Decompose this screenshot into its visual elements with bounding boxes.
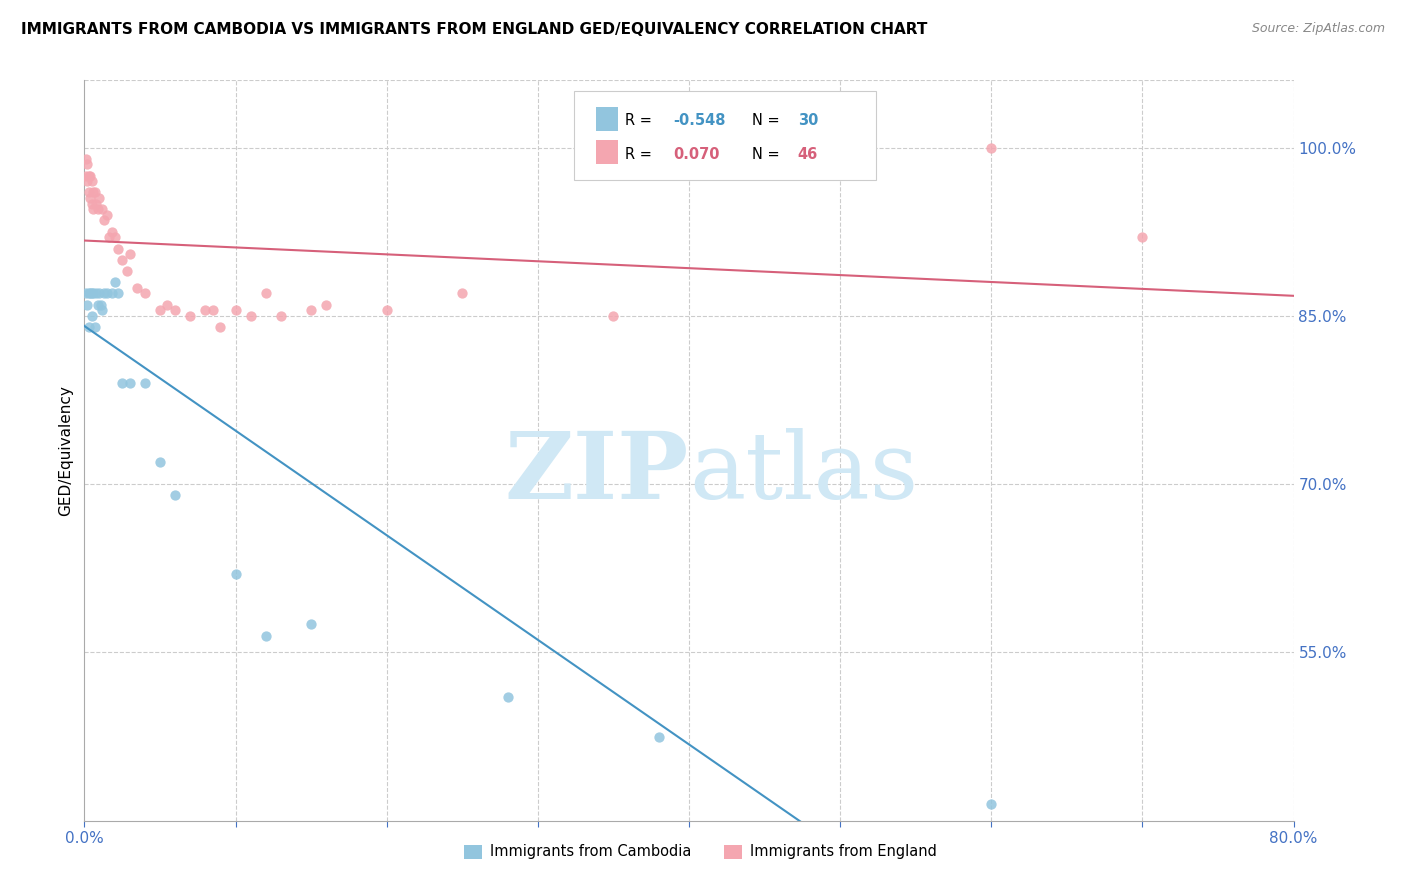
Point xyxy=(82,186,104,200)
Point xyxy=(77,186,100,200)
Point xyxy=(107,242,129,256)
Point xyxy=(79,191,101,205)
Point xyxy=(201,303,224,318)
Point xyxy=(980,140,1002,154)
Text: 46: 46 xyxy=(797,147,818,161)
Text: atlas: atlas xyxy=(689,427,918,517)
Point xyxy=(96,286,118,301)
Point xyxy=(77,286,100,301)
Point xyxy=(80,309,103,323)
Y-axis label: GED/Equivalency: GED/Equivalency xyxy=(58,385,73,516)
Point xyxy=(76,174,98,188)
Point xyxy=(315,298,337,312)
Point xyxy=(86,196,108,211)
Text: N =: N = xyxy=(752,113,785,128)
Point xyxy=(107,286,129,301)
Point xyxy=(75,286,97,301)
Point xyxy=(80,174,103,188)
Point xyxy=(93,286,115,301)
Point xyxy=(80,286,103,301)
Point xyxy=(75,152,97,166)
Point xyxy=(76,298,98,312)
Point xyxy=(104,230,127,244)
Text: 30: 30 xyxy=(797,113,818,128)
Point xyxy=(118,376,141,391)
Point xyxy=(77,320,100,334)
Point xyxy=(79,169,101,183)
Text: R =: R = xyxy=(624,147,657,161)
Point xyxy=(86,286,108,301)
Point xyxy=(299,617,322,632)
Text: Immigrants from Cambodia: Immigrants from Cambodia xyxy=(489,845,692,859)
Text: 0.070: 0.070 xyxy=(673,147,720,161)
Point xyxy=(299,303,322,318)
Point xyxy=(602,309,624,323)
Point xyxy=(89,286,111,301)
Point xyxy=(254,286,277,301)
Point xyxy=(239,309,262,323)
Point xyxy=(104,275,127,289)
Point xyxy=(84,186,107,200)
Point xyxy=(87,298,110,312)
Text: ZIP: ZIP xyxy=(505,427,689,517)
Point xyxy=(91,202,114,217)
Point xyxy=(82,202,104,217)
Point xyxy=(91,303,114,318)
Point xyxy=(179,309,201,323)
Text: Immigrants from England: Immigrants from England xyxy=(751,845,936,859)
Point xyxy=(96,208,118,222)
Point xyxy=(209,320,232,334)
Point xyxy=(100,286,122,301)
Point xyxy=(134,376,156,391)
Point xyxy=(90,298,112,312)
Text: IMMIGRANTS FROM CAMBODIA VS IMMIGRANTS FROM ENGLAND GED/EQUIVALENCY CORRELATION : IMMIGRANTS FROM CAMBODIA VS IMMIGRANTS F… xyxy=(21,22,928,37)
Point xyxy=(97,230,120,244)
Point xyxy=(648,730,671,744)
Text: R =: R = xyxy=(624,113,657,128)
Text: N =: N = xyxy=(752,147,785,161)
Point xyxy=(76,157,98,171)
Point xyxy=(93,213,115,227)
Point xyxy=(194,303,217,318)
Point xyxy=(149,455,172,469)
Point xyxy=(87,202,110,217)
Bar xyxy=(596,140,617,164)
Point xyxy=(100,225,122,239)
Point xyxy=(254,629,277,643)
Point xyxy=(375,303,398,318)
Point xyxy=(225,566,247,581)
Point xyxy=(149,303,172,318)
Point xyxy=(77,169,100,183)
Point xyxy=(165,303,187,318)
Point xyxy=(451,286,474,301)
Point xyxy=(82,286,104,301)
Bar xyxy=(596,107,617,130)
Point xyxy=(270,309,292,323)
Point xyxy=(118,247,141,261)
Point xyxy=(127,281,149,295)
Point xyxy=(115,264,138,278)
Point xyxy=(1130,230,1153,244)
Point xyxy=(75,169,97,183)
Point xyxy=(111,252,134,267)
FancyBboxPatch shape xyxy=(574,91,876,180)
Point xyxy=(89,191,111,205)
Point xyxy=(165,488,187,502)
Point xyxy=(156,298,179,312)
Text: Source: ZipAtlas.com: Source: ZipAtlas.com xyxy=(1251,22,1385,36)
Point xyxy=(496,690,519,705)
Point xyxy=(225,303,247,318)
Point xyxy=(134,286,156,301)
Point xyxy=(79,286,101,301)
Point xyxy=(80,196,103,211)
Text: -0.548: -0.548 xyxy=(673,113,725,128)
Point xyxy=(84,320,107,334)
Point xyxy=(980,797,1002,811)
Point xyxy=(111,376,134,391)
